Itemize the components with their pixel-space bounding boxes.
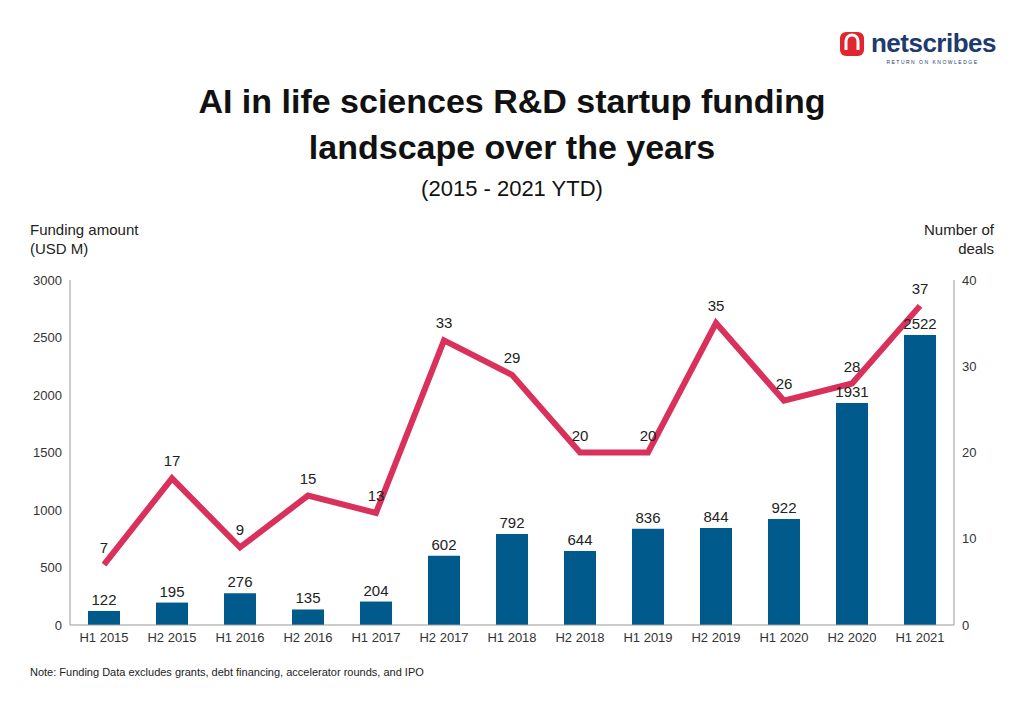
html-text:AI in life sciences R&D startu: AI in life sciences R&D startup funding …	[198, 82, 826, 166]
svg-text:H2 2017: H2 2017	[419, 630, 468, 645]
svg-text:1500: 1500	[33, 445, 62, 460]
svg-text:30: 30	[962, 359, 976, 374]
svg-text:195: 195	[159, 583, 184, 600]
svg-text:0: 0	[962, 618, 969, 633]
svg-text:1931: 1931	[835, 383, 868, 400]
svg-text:1000: 1000	[33, 503, 62, 518]
svg-text:26: 26	[776, 375, 793, 392]
svg-text:122: 122	[91, 591, 116, 608]
svg-text:7: 7	[100, 539, 108, 556]
svg-text:33: 33	[436, 314, 453, 331]
svg-text:29: 29	[504, 349, 521, 366]
svg-text:10: 10	[962, 531, 976, 546]
svg-text:H2 2020: H2 2020	[827, 630, 876, 645]
svg-text:9: 9	[236, 521, 244, 538]
svg-text:0: 0	[55, 618, 62, 633]
svg-text:13: 13	[368, 487, 385, 504]
html-text:(2015 - 2021 YTD): (2015 - 2021 YTD)	[421, 176, 603, 201]
svg-text:H1 2020: H1 2020	[759, 630, 808, 645]
svg-text:H1 2021: H1 2021	[895, 630, 944, 645]
svg-text:276: 276	[227, 573, 252, 590]
html-text:netscribes: netscribes	[870, 28, 996, 58]
svg-text:2000: 2000	[33, 388, 62, 403]
svg-text:500: 500	[40, 560, 62, 575]
svg-text:2500: 2500	[33, 330, 62, 345]
svg-text:37: 37	[912, 280, 929, 297]
svg-text:836: 836	[635, 509, 660, 526]
svg-text:H2 2018: H2 2018	[555, 630, 604, 645]
svg-text:792: 792	[499, 514, 524, 531]
svg-text:204: 204	[363, 582, 388, 599]
svg-text:20: 20	[572, 427, 589, 444]
svg-text:2522: 2522	[903, 315, 936, 332]
svg-text:H1 2015: H1 2015	[79, 630, 128, 645]
svg-text:H2 2016: H2 2016	[283, 630, 332, 645]
svg-text:17: 17	[164, 452, 181, 469]
svg-text:40: 40	[962, 273, 976, 288]
html-text:Note: Funding Data excludes gr: Note: Funding Data excludes grants, debt…	[30, 666, 424, 678]
svg-text:20: 20	[640, 427, 657, 444]
svg-text:135: 135	[295, 589, 320, 606]
svg-text:922: 922	[771, 499, 796, 516]
svg-text:H2 2019: H2 2019	[691, 630, 740, 645]
html-text:RETURN ON KNOWLEDGE: RETURN ON KNOWLEDGE	[886, 59, 979, 65]
svg-text:15: 15	[300, 470, 317, 487]
html-text:Funding amount (USD M): Funding amount (USD M)	[30, 221, 139, 257]
html-text:Number of deals: Number of deals	[924, 221, 994, 257]
svg-text:602: 602	[431, 536, 456, 553]
svg-text:644: 644	[567, 531, 592, 548]
svg-text:H2 2015: H2 2015	[147, 630, 196, 645]
svg-text:28: 28	[844, 358, 861, 375]
svg-text:844: 844	[703, 508, 728, 525]
svg-text:H1 2016: H1 2016	[215, 630, 264, 645]
svg-text:H1 2017: H1 2017	[351, 630, 400, 645]
svg-text:3000: 3000	[33, 273, 62, 288]
svg-text:H1 2019: H1 2019	[623, 630, 672, 645]
svg-text:20: 20	[962, 445, 976, 460]
svg-text:35: 35	[708, 297, 725, 314]
svg-text:H1 2018: H1 2018	[487, 630, 536, 645]
